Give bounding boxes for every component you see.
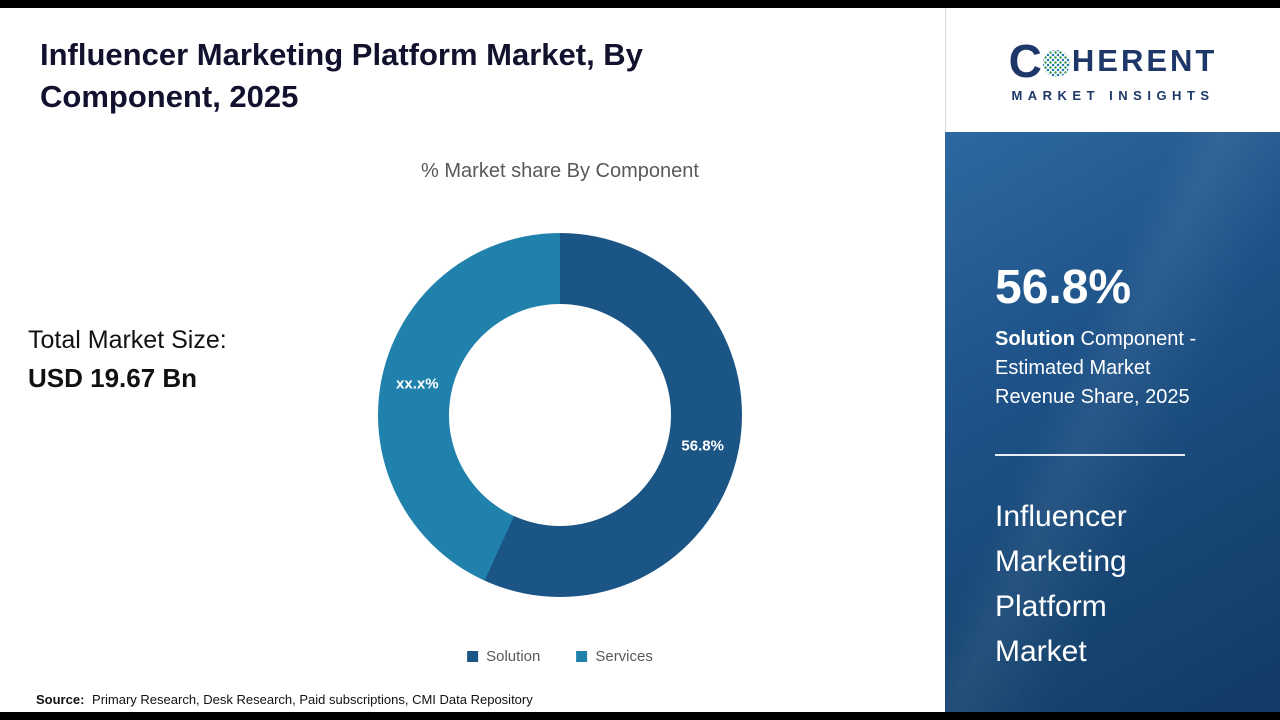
sidebar-body: 56.8% Solution Component - Estimated Mar…: [945, 132, 1280, 712]
brand-logo-panel: C HERENT MARKET INSIGHTS: [945, 8, 1280, 132]
legend-item-services: Services: [576, 648, 653, 665]
report-title: Influencer Marketing Platform Market: [995, 499, 1127, 668]
legend-swatch-solution: [467, 651, 479, 662]
logo-letters-rest: HERENT: [1071, 42, 1218, 78]
source-line: Source: Primary Research, Desk Research,…: [36, 692, 533, 707]
stat-desc-rest: Component - Estimated Market Revenue Sha…: [995, 327, 1197, 408]
highlight-stat-description: Solution Component - Estimated Market Re…: [995, 325, 1220, 412]
legend-label-services: Services: [595, 648, 653, 665]
logo-letter-c: C: [1008, 34, 1042, 87]
legend-label-solution: Solution: [486, 648, 541, 665]
logo-subline: MARKET INSIGHTS: [1011, 87, 1215, 103]
slice-label-1: xx.x%: [396, 375, 439, 393]
highlight-stat-value: 56.8%: [995, 261, 1132, 314]
source-text: Primary Research, Desk Research, Paid su…: [92, 692, 533, 707]
sidebar: C HERENT MARKET INSIGHTS 56.8% Solution …: [945, 8, 1280, 712]
legend-swatch-services: [576, 651, 588, 662]
logo-globe-icon: [1042, 50, 1070, 77]
donut-hole: [449, 304, 671, 526]
chart-title: % Market share By Component: [421, 160, 699, 182]
page-title: Influencer Marketing Platform Market, By…: [40, 37, 643, 114]
stat-desc-bold: Solution: [995, 327, 1075, 350]
total-market-size-block: Total Market Size: USD 19.67 Bn: [28, 326, 227, 394]
source-label: Source:: [36, 692, 85, 707]
chart-legend: Solution Services: [467, 648, 653, 665]
main-content-area: Influencer Marketing Platform Market, By…: [0, 8, 945, 712]
bottom-border-bar: [0, 712, 1280, 720]
donut-chart: 56.8% xx.x%: [378, 233, 742, 597]
total-market-size-value: USD 19.67 Bn: [28, 363, 198, 393]
legend-item-solution: Solution: [467, 648, 540, 665]
total-market-size-label: Total Market Size:: [28, 326, 227, 354]
slice-label-0: 56.8%: [681, 437, 724, 455]
sidebar-divider: [995, 453, 1185, 456]
brand-logo: C HERENT: [1009, 38, 1218, 84]
top-border-bar: [0, 0, 1280, 8]
